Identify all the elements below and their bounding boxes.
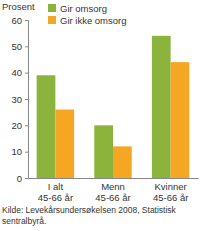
y-tick-mark [25, 46, 28, 47]
bar [94, 125, 113, 178]
legend-label: Gir omsorg [60, 3, 107, 14]
legend-swatch [48, 4, 56, 12]
chart: Prosent 0 10 20 30 40 50 60 I alt45-66 år Menn45-… [0, 0, 206, 231]
y-tick: 40 [11, 67, 28, 78]
x-axis-line [29, 178, 199, 179]
bar [171, 62, 190, 178]
y-tick: 60 [11, 15, 28, 26]
y-axis-line [25, 21, 29, 179]
bars [37, 36, 190, 178]
y-tick-mark [25, 152, 28, 153]
y-tick-label: 30 [11, 94, 22, 105]
y-tick-mark [25, 20, 28, 21]
y-tick-label: 60 [11, 15, 22, 26]
legend-label: Gir ikke omsorg [60, 15, 127, 26]
x-axis: I alt45-66 år Menn45-66 år Kvinner45-66 år [29, 179, 199, 204]
x-tick: Menn45-66 år [95, 181, 130, 203]
x-tick-label: Kvinner45-66 år [153, 181, 188, 203]
y-tick-mark [25, 178, 28, 179]
bar [37, 75, 56, 178]
y-axis: 0 10 20 30 40 50 60 [11, 15, 28, 184]
y-tick-label: 50 [11, 41, 22, 52]
source: Kilde: Levekårsundersøkelsen 2008, Stati… [2, 205, 177, 226]
y-tick-label: 0 [17, 173, 22, 184]
y-tick: 30 [11, 94, 28, 105]
x-tick: I alt45-66 år [38, 181, 73, 203]
legend-swatch [48, 16, 56, 24]
y-tick-label: 40 [11, 67, 22, 78]
y-tick-label: 10 [11, 146, 22, 157]
x-tick: Kvinner45-66 år [153, 181, 188, 203]
x-tick-label: Menn45-66 år [95, 181, 130, 203]
y-tick: 50 [11, 41, 28, 52]
y-axis-title: Prosent [2, 1, 35, 12]
y-tick-mark [25, 73, 28, 74]
bar [113, 146, 132, 178]
y-tick: 10 [11, 146, 28, 157]
y-tick: 20 [11, 120, 28, 131]
y-tick-label: 20 [11, 120, 22, 131]
y-tick: 0 [17, 173, 28, 184]
legend: Gir omsorgGir ikke omsorg [48, 3, 127, 26]
y-tick-mark [25, 125, 28, 126]
x-tick-label: I alt45-66 år [38, 181, 73, 203]
bar [152, 36, 171, 178]
bar [55, 110, 74, 178]
y-tick-mark [25, 99, 28, 100]
